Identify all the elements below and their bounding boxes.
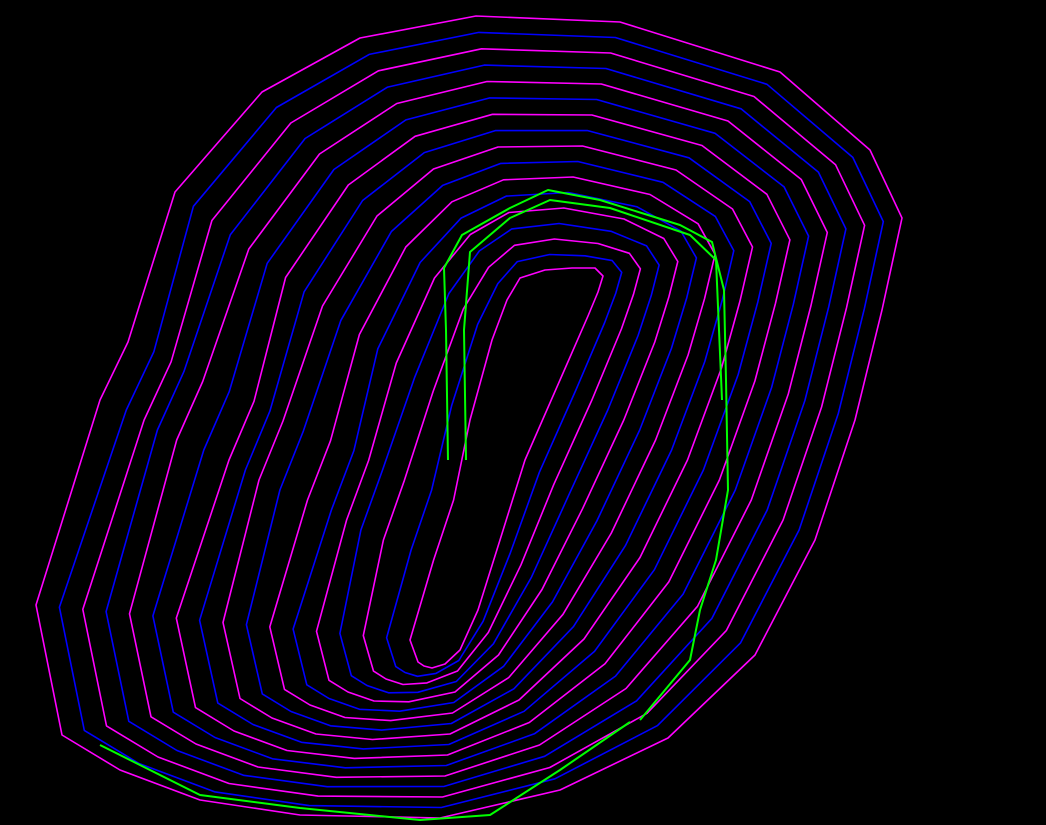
toe-contour-line (198, 129, 772, 750)
toe-contour-line (292, 191, 698, 712)
toe-contour-line (385, 253, 623, 678)
crest-contour-line (315, 207, 679, 703)
toe-contour-line (58, 31, 885, 809)
toe-contour-line (152, 97, 810, 769)
ramp-line-1 (443, 189, 729, 721)
ramp-line-2 (463, 199, 723, 461)
toe-contour-line (339, 222, 660, 694)
crest-contour-line (128, 80, 829, 779)
crest-contour-line (175, 113, 791, 760)
crest-contour-line (362, 238, 642, 686)
crest-contour-line (409, 267, 604, 669)
crest-contour-line (82, 48, 866, 798)
ramp-line-3 (99, 721, 631, 821)
haul-ramp-lines (99, 189, 729, 821)
contour-lines (35, 15, 903, 819)
toe-contour-line (105, 64, 847, 788)
toe-contour-line (245, 160, 735, 731)
crest-contour-line (222, 145, 754, 741)
